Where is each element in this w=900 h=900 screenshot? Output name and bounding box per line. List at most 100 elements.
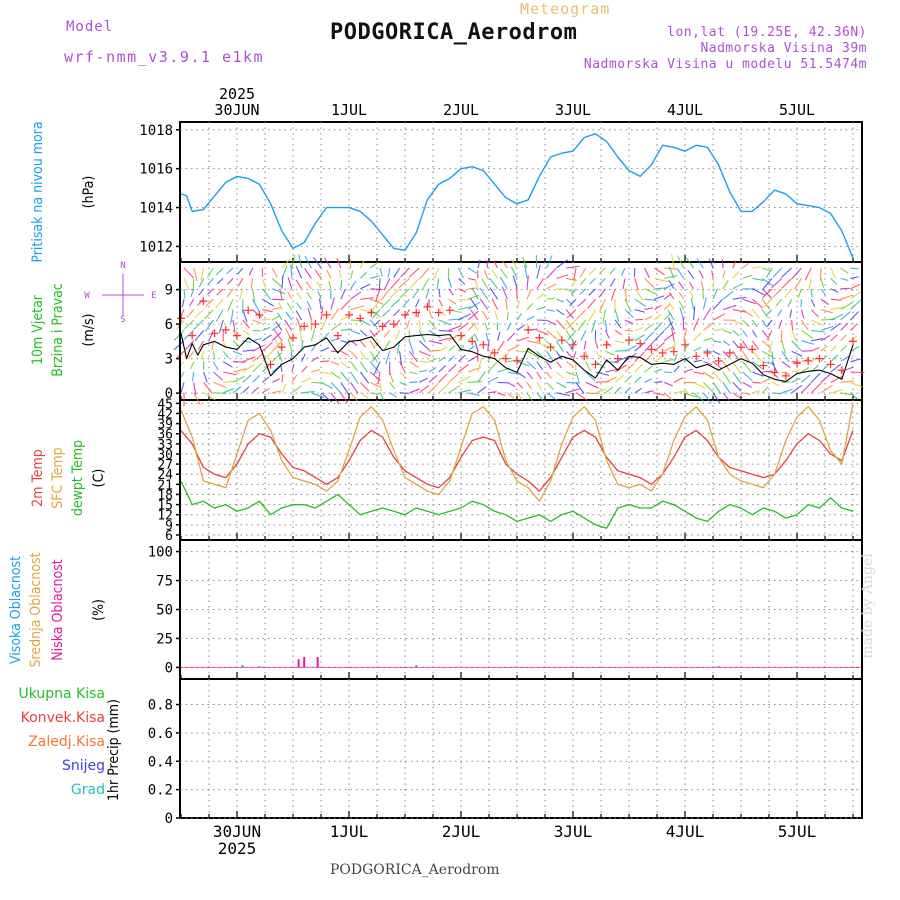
wind-barb xyxy=(604,319,608,332)
wind-barb xyxy=(693,371,705,375)
y-tick-label: 42 xyxy=(157,407,173,422)
wind-barb xyxy=(751,319,758,328)
wind-barb xyxy=(820,355,828,362)
wind-barb xyxy=(271,267,278,278)
wind-barb xyxy=(722,304,737,311)
wind-barb xyxy=(252,319,262,324)
wind-barb xyxy=(830,363,842,373)
wind-gust-marker xyxy=(658,348,667,357)
wind-barb xyxy=(438,337,451,342)
wind-barb xyxy=(801,340,815,345)
wind-barb xyxy=(296,317,303,331)
wind-barb xyxy=(320,306,324,321)
precip-legend-item: Snijeg xyxy=(62,758,105,774)
wind-barb xyxy=(237,267,244,275)
wind-barb xyxy=(771,351,774,366)
wind-barb xyxy=(654,321,663,331)
wind-gust-marker xyxy=(345,310,353,319)
wind-barb xyxy=(663,303,671,310)
wind-barb xyxy=(457,267,465,279)
wind-barb xyxy=(242,319,250,329)
wind-barb xyxy=(262,318,271,321)
wind-barb xyxy=(326,269,332,279)
wind-barb xyxy=(232,375,245,383)
wind-barb xyxy=(298,327,303,341)
wind-barb xyxy=(693,359,702,363)
wind-gust-marker xyxy=(591,360,600,369)
wind-barb xyxy=(810,298,816,307)
cloud-bar xyxy=(258,666,261,668)
wind-gust-marker xyxy=(535,333,544,342)
wind-barb xyxy=(663,331,676,342)
wind-barb xyxy=(497,340,505,352)
wind-barb xyxy=(438,329,453,332)
wind-barb xyxy=(286,290,293,300)
wind-barb xyxy=(320,381,333,390)
wind-barb xyxy=(458,364,469,373)
wind-barb xyxy=(761,309,768,318)
y-tick-label: 0 xyxy=(165,660,173,676)
wind-barb xyxy=(752,288,765,296)
wind-barb xyxy=(494,310,499,321)
wind-barb xyxy=(226,288,234,298)
wind-barb xyxy=(742,330,748,338)
wind-barb xyxy=(458,375,472,383)
wind-barb xyxy=(222,361,233,368)
wind-barb xyxy=(418,340,430,351)
wind-barb xyxy=(742,262,750,269)
wind-barb xyxy=(232,361,246,363)
wind-barb xyxy=(295,266,303,279)
wind-barb xyxy=(644,390,654,394)
wind-barb xyxy=(614,319,622,329)
wind-gust-marker xyxy=(681,340,689,349)
wind-barb xyxy=(668,266,675,279)
wind-gust-marker xyxy=(490,348,499,357)
model-name: wrf-nmm_v3.9.1 e1km xyxy=(64,48,265,66)
wind-barb xyxy=(614,309,620,323)
wind-barb xyxy=(654,277,669,283)
wind-barb xyxy=(598,267,606,275)
wind-barb xyxy=(830,267,836,279)
wind-barb xyxy=(467,334,475,342)
wind-barb xyxy=(702,289,704,300)
wind-barb xyxy=(232,368,247,373)
wind-gust-marker xyxy=(849,337,857,346)
wind-barb xyxy=(742,371,753,382)
wind-barb xyxy=(370,392,379,395)
top-axis-label: 1JUL xyxy=(331,101,367,119)
wind-barb xyxy=(556,259,568,269)
temp-dewpt-title: dewpt Temp xyxy=(70,440,86,516)
wind-barb xyxy=(761,340,772,350)
wind-barb xyxy=(565,350,573,358)
wind-barb xyxy=(722,382,731,394)
wind-barb xyxy=(350,382,359,394)
wind-barb xyxy=(190,361,195,370)
wind-barb xyxy=(654,381,663,383)
wind-barb xyxy=(400,267,410,278)
wind-barb xyxy=(742,309,754,317)
wind-barb xyxy=(409,361,419,368)
wind-barb xyxy=(314,269,322,279)
wind-barb xyxy=(526,382,532,390)
wind-barb xyxy=(387,267,391,278)
wind-barb xyxy=(278,301,283,310)
wind-barb xyxy=(262,341,273,352)
wind-barb xyxy=(198,288,205,296)
wind-barb xyxy=(510,266,518,279)
wind-barb xyxy=(663,321,674,331)
wind-barb xyxy=(193,267,198,282)
wind-barb xyxy=(193,382,197,395)
wind-barb xyxy=(565,330,575,343)
wind-barb xyxy=(499,276,508,290)
wind-barb xyxy=(448,363,457,373)
wind-gust-marker xyxy=(613,354,622,363)
wind-barb xyxy=(830,288,839,293)
wind-barb xyxy=(206,267,214,278)
wind-barb xyxy=(271,352,282,363)
wind-barb xyxy=(556,319,566,330)
wind-barb xyxy=(360,297,374,300)
wind-barb xyxy=(467,267,477,274)
panel-frame-pressure xyxy=(179,121,863,263)
precip-legend-item: Grad xyxy=(71,782,105,798)
wind-barb xyxy=(595,340,599,349)
